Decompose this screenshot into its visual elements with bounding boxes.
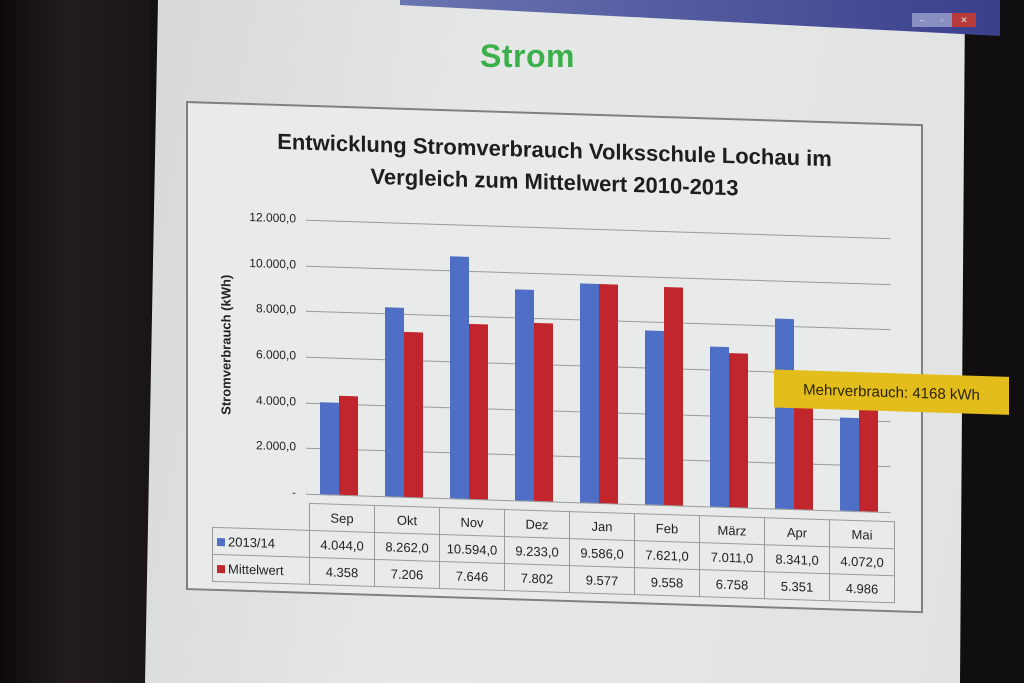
table-cell: 7.802 — [504, 563, 570, 593]
bar-2013-14-4 — [579, 283, 599, 503]
table-cell: 4.044,0 — [309, 530, 375, 560]
bar-2013-14-6 — [709, 346, 729, 508]
table-category: Dez — [504, 509, 570, 539]
table-cell: 9.577 — [569, 565, 635, 595]
table-category: Apr — [764, 517, 830, 547]
restore-button[interactable]: ▫ — [932, 13, 952, 27]
annotation-box: Mehrverbrauch: 4168 kWh — [774, 369, 1009, 415]
bar-2013-14-1 — [384, 307, 404, 497]
y-tick-label: - — [292, 485, 296, 500]
gridline — [306, 265, 891, 286]
table-cell: 7.011,0 — [699, 542, 765, 572]
legend-label: 2013/14 — [228, 533, 275, 551]
table-cell: 5.351 — [764, 571, 830, 601]
bar-2013-14-2 — [449, 256, 469, 499]
room-wall-right — [954, 0, 1024, 683]
data-table: Sep Okt Nov Dez Jan Feb März Apr Mai 2013/14 4.044… — [212, 500, 895, 603]
chart-container: Entwicklung Stromverbrauch Volksschule L… — [186, 101, 1009, 614]
table-cell: 4.986 — [829, 573, 895, 603]
table-category: März — [699, 515, 765, 545]
bar-2013-14-3 — [514, 289, 534, 501]
gridline — [306, 219, 891, 240]
table-cell: 9.586,0 — [569, 538, 635, 568]
window-controls: – ▫ ✕ — [912, 13, 976, 27]
slide-title: Strom — [480, 38, 575, 74]
bar-mittelwert-1 — [403, 332, 423, 498]
table-cell: 7.621,0 — [634, 540, 700, 570]
table-category: Okt — [374, 505, 440, 535]
plot-area: Stromverbrauch (kWh) 12.000,0 10.000,0 8.0… — [219, 210, 1009, 514]
legend-entry: 2013/14 — [212, 527, 310, 558]
table-cell: 10.594,0 — [439, 534, 505, 564]
table-cell: 4.358 — [309, 557, 375, 587]
table-cell: 6.758 — [699, 569, 765, 599]
table-corner — [213, 500, 310, 530]
table-cell: 9.233,0 — [504, 536, 570, 566]
chart-title: Entwicklung Stromverbrauch Volksschule L… — [188, 123, 921, 210]
legend-swatch-icon — [217, 537, 225, 546]
bar-mittelwert-2 — [468, 324, 488, 500]
bar-2013-14-5 — [644, 330, 664, 506]
bar-2013-14-0 — [319, 401, 339, 495]
gridlines: 12.000,0 10.000,0 8.000,0 6.000,0 4.000,0 2.0… — [249, 210, 891, 514]
table-cell: 8.262,0 — [374, 532, 440, 562]
bar-mittelwert-0 — [338, 395, 358, 496]
table-category: Nov — [439, 507, 505, 537]
y-tick-label: 8.000,0 — [255, 301, 296, 317]
bar-mittelwert-5 — [663, 286, 683, 506]
bar-mittelwert-6 — [728, 352, 748, 508]
close-button[interactable]: ✕ — [952, 13, 976, 27]
legend-label: Mittelwert — [228, 560, 284, 578]
y-tick-label: 12.000,0 — [249, 209, 296, 226]
legend-entry: Mittelwert — [212, 554, 310, 585]
table-cell: 7.646 — [439, 561, 505, 591]
table-category: Mai — [829, 519, 895, 549]
table-cell: 9.558 — [634, 567, 700, 597]
table-category: Jan — [569, 511, 635, 541]
table-cell: 4.072,0 — [829, 546, 895, 576]
bar-mittelwert-8 — [858, 397, 878, 512]
y-tick-label: 4.000,0 — [255, 393, 296, 409]
bar-2013-14-8 — [839, 417, 859, 512]
bar-mittelwert-3 — [533, 322, 553, 502]
y-tick-label: 6.000,0 — [255, 347, 296, 363]
bar-2013-14-7 — [774, 318, 794, 510]
table-category: Sep — [309, 503, 375, 533]
y-tick-label: 10.000,0 — [249, 255, 296, 272]
table-category: Feb — [634, 513, 700, 543]
table-cell: 8.341,0 — [764, 544, 830, 574]
legend-swatch-icon — [217, 564, 225, 573]
bar-mittelwert-4 — [598, 284, 618, 504]
table-cell: 7.206 — [374, 559, 440, 589]
y-tick-label: 2.000,0 — [255, 438, 296, 454]
minimize-button[interactable]: – — [912, 13, 932, 27]
room-wall-left — [0, 0, 150, 683]
